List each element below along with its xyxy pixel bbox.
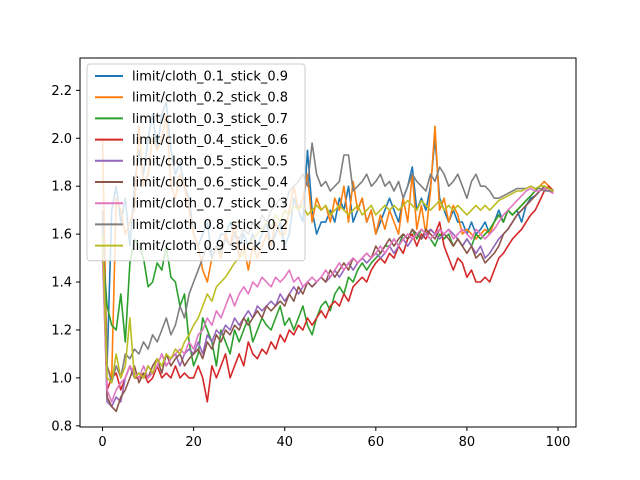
y-tick-label: 1.6 <box>51 228 72 243</box>
legend-label: limit/cloth_0.6_stick_0.4 <box>132 176 288 191</box>
legend-label: limit/cloth_0.4_stick_0.6 <box>132 133 288 148</box>
x-tick-label: 100 <box>546 435 571 450</box>
legend-label: limit/cloth_0.7_stick_0.3 <box>132 197 288 212</box>
y-tick-label: 1.2 <box>51 323 72 338</box>
legend-label: limit/cloth_0.9_stick_0.1 <box>132 239 288 254</box>
x-tick-label: 20 <box>185 435 202 450</box>
series-line-8 <box>101 142 554 384</box>
x-tick-label: 40 <box>276 435 293 450</box>
y-tick-label: 2.2 <box>51 84 72 99</box>
series-line-5 <box>101 187 554 408</box>
axes-frame <box>79 57 577 428</box>
x-tick-label: 80 <box>459 435 476 450</box>
series-line-3 <box>101 185 554 367</box>
legend-label: limit/cloth_0.8_stick_0.2 <box>132 218 288 233</box>
legend-box <box>86 63 306 262</box>
series-line-4 <box>101 185 555 403</box>
legend-label: limit/cloth_0.5_stick_0.5 <box>132 154 288 169</box>
y-axis: 0.8 1.0 1.2 1.4 1.6 1.8 2.0 2.2 <box>51 84 80 434</box>
series-line-6 <box>101 185 554 413</box>
legend-label: limit/cloth_0.2_stick_0.8 <box>132 91 288 106</box>
series-line-9 <box>101 185 554 384</box>
legend: limit/cloth_0.1_stick_0.9 limit/cloth_0.2… <box>86 63 306 262</box>
x-tick-label: 60 <box>368 435 385 450</box>
y-tick-label: 1.0 <box>51 371 72 386</box>
y-tick-label: 1.4 <box>51 276 72 291</box>
x-tick-label: 0 <box>98 435 106 450</box>
y-tick-label: 0.8 <box>51 419 72 434</box>
x-axis: 0 20 40 60 80 100 <box>98 427 570 450</box>
legend-label: limit/cloth_0.1_stick_0.9 <box>132 70 288 85</box>
legend-label: limit/cloth_0.3_stick_0.7 <box>132 112 288 127</box>
y-tick-label: 1.8 <box>51 180 72 195</box>
y-tick-label: 2.0 <box>51 132 72 147</box>
